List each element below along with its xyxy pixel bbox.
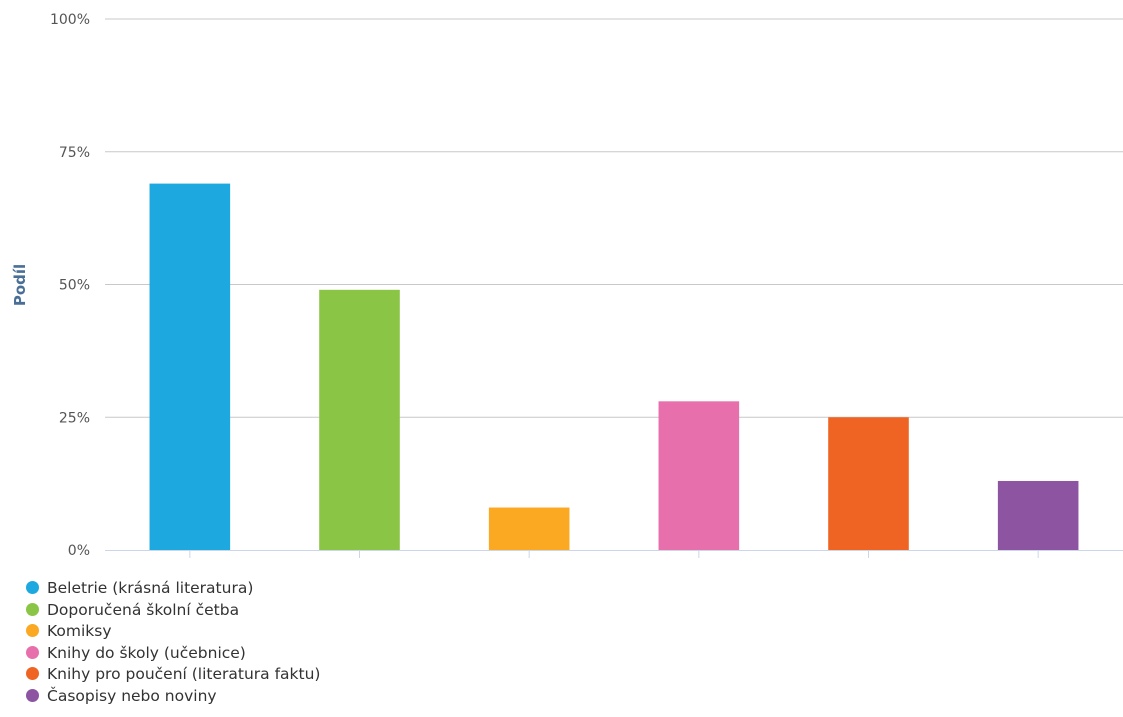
legend-swatch-icon bbox=[26, 602, 39, 616]
bar[interactable] bbox=[997, 480, 1079, 550]
bar[interactable] bbox=[828, 417, 909, 550]
legend-label: Komiksy bbox=[47, 622, 112, 640]
y-tick-label: 25% bbox=[59, 410, 90, 426]
legend-swatch-icon bbox=[26, 624, 39, 637]
legend-swatch-icon bbox=[26, 667, 39, 680]
gridlines bbox=[105, 18, 1123, 418]
y-axis-ticks: 0% 25% 50% 75% 100% bbox=[50, 12, 90, 559]
legend-item[interactable]: Komiksy bbox=[26, 621, 320, 643]
legend-label: Knihy do školy (učebnice) bbox=[47, 643, 246, 662]
y-tick-label: 100% bbox=[50, 12, 90, 28]
legend-swatch-icon bbox=[26, 581, 39, 594]
bar-chart: 0% 25% 50% 75% 100% Podíl bbox=[11, 12, 1123, 559]
legend-label: Knihy pro poučení (literatura faktu) bbox=[47, 665, 321, 683]
bar[interactable] bbox=[488, 507, 570, 550]
legend-label: Časopisy nebo noviny bbox=[47, 686, 217, 705]
legend-item[interactable]: Knihy do školy (učebnice) bbox=[26, 643, 320, 665]
legend-label: Doporučená školní četba bbox=[47, 600, 240, 619]
y-tick-label: 75% bbox=[59, 145, 90, 161]
legend-label: Beletrie (krásná literatura) bbox=[47, 579, 254, 597]
bar[interactable] bbox=[319, 289, 400, 550]
legend-swatch-icon bbox=[26, 688, 39, 702]
bar[interactable] bbox=[658, 401, 740, 550]
bars bbox=[149, 183, 1079, 551]
legend-item[interactable]: Doporučená školní četba bbox=[26, 600, 320, 622]
legend-item[interactable]: Časopisy nebo noviny bbox=[26, 686, 320, 708]
legend-swatch-icon bbox=[26, 645, 39, 659]
legend: Beletrie (krásná literatura) Doporučená š… bbox=[26, 578, 320, 707]
legend-item[interactable]: Beletrie (krásná literatura) bbox=[26, 578, 320, 600]
y-tick-label: 50% bbox=[59, 278, 90, 294]
y-axis-label: Podíl bbox=[11, 264, 29, 306]
x-axis bbox=[105, 550, 1123, 558]
y-tick-label: 0% bbox=[68, 543, 90, 559]
bar[interactable] bbox=[149, 183, 231, 551]
legend-item[interactable]: Knihy pro poučení (literatura faktu) bbox=[26, 664, 320, 686]
